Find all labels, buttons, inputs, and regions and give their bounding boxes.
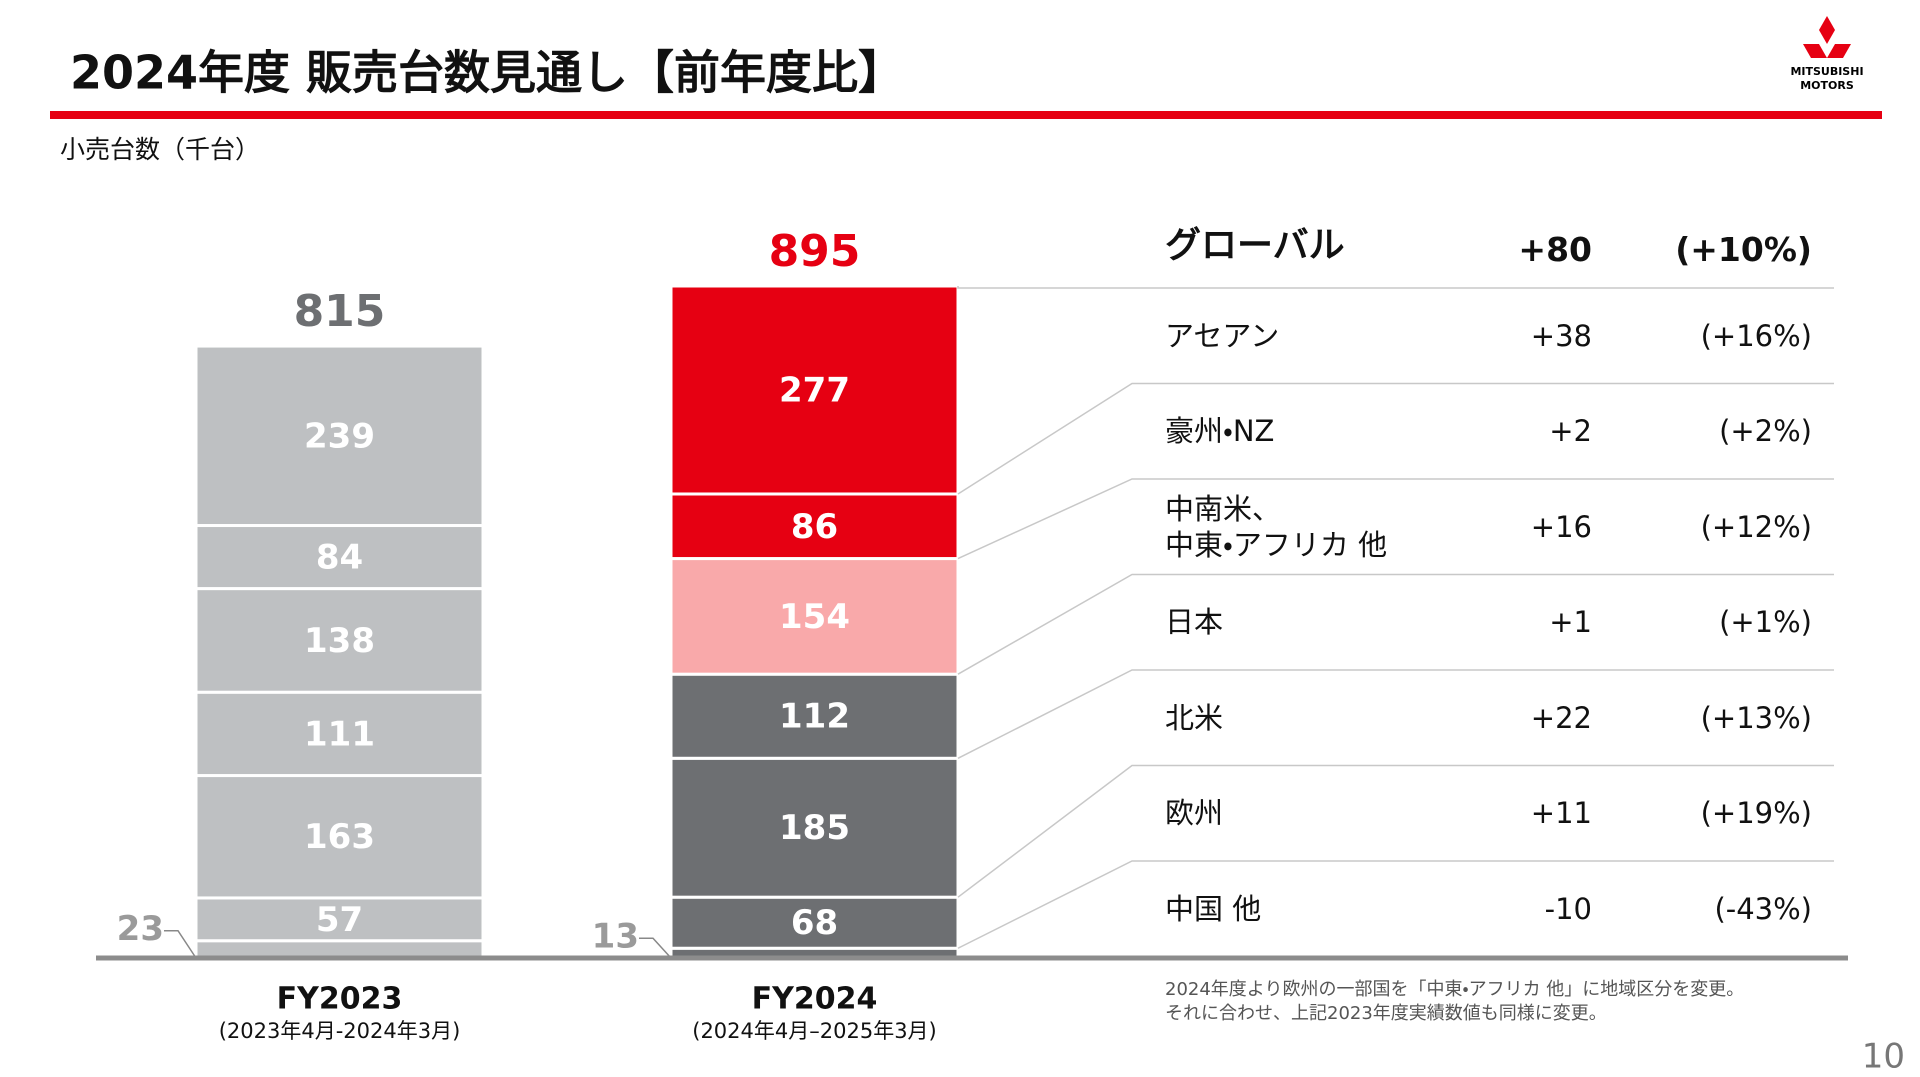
connector-line [957,382,1834,495]
table-header: (+10%) [1675,230,1812,269]
x-tick-sublabel: (2024年4月–2025年3月) [692,1019,937,1043]
total-label: 895 [769,226,861,277]
logo: MITSUBISHI MOTORS [1790,16,1864,92]
region-change-pct: (+19%) [1700,796,1812,831]
segment-label: 84 [316,538,363,578]
connector-line [957,286,1834,289]
x-tick-label: FY2023 [277,982,403,1017]
footnote: それに合わせ、上記2023年度実績数値も同様に変更。 [1165,1003,1607,1024]
segment-label: 138 [304,621,375,661]
bar-segment [194,774,485,900]
segment-label: 154 [779,597,850,637]
segment-label: 86 [791,507,838,547]
footnote: 2024年度より欧州の一部国を「中東・アフリカ 他」に地域区分を変更。 [1165,979,1744,1000]
region-name: 中南米、 中東・アフリカ 他 [1165,491,1388,562]
region-change: +38 [1530,318,1592,353]
page-number: 10 [1862,1037,1905,1077]
bar-segment [669,284,960,496]
segment-label: 112 [779,697,850,737]
bar-segment [669,672,960,760]
connector-line [957,478,1834,560]
region-change: +11 [1530,796,1592,831]
region-change: +1 [1549,605,1592,640]
region-name: 北米 [1165,700,1224,735]
region-change-pct: (+2%) [1719,414,1812,449]
region-change-pct: (-43%) [1714,891,1812,926]
region-change-pct: (+1%) [1719,605,1812,640]
slide-title: 2024年度 販売台数見通し【前年度比】 [70,46,904,100]
x-tick-label: FY2024 [752,982,878,1017]
x-tick-sublabel: (2023年4月-2024年3月) [219,1019,461,1043]
region-name: 中国 他 [1165,891,1262,926]
connector-line [957,764,1834,898]
region-change-pct: (+16%) [1700,318,1812,353]
logo-text: MOTORS [1800,79,1854,92]
region-change-pct: (+12%) [1700,509,1812,544]
region-name: アセアン [1165,318,1280,353]
y-axis-label: 小売台数（千台） [60,135,260,164]
segment-label: 111 [304,714,375,754]
connector-line [957,860,1834,949]
bar-segment [669,756,960,899]
region-change: +22 [1530,700,1592,735]
bar-segment [194,344,485,528]
region-change-pct: (+13%) [1700,700,1812,735]
region-change: +16 [1530,509,1592,544]
bar-segment [194,690,485,778]
segment-label: 57 [316,900,363,940]
region-change: -10 [1544,891,1592,926]
title-rule [50,111,1882,119]
bar-segment [194,939,485,960]
leader-line [164,929,197,959]
segment-label: 13 [592,917,639,957]
total-label: 815 [294,286,386,337]
region-name: 豪州・NZ [1165,414,1275,449]
segment-label: 68 [791,903,838,943]
logo-text: MITSUBISHI [1790,65,1863,78]
bar-segment [194,587,485,694]
bar-segment [669,557,960,676]
region-name: 欧州 [1165,796,1224,831]
table-header: グローバル [1165,225,1345,266]
leader-line [639,937,672,959]
segment-label: 277 [779,370,850,410]
connector-line [957,573,1834,675]
segment-label: 239 [304,416,375,456]
segment-label: 163 [304,817,375,857]
bar-segment [669,492,960,561]
bar-segment [194,896,485,943]
table-header: +80 [1518,230,1592,269]
segment-label: 23 [117,909,164,949]
segment-label: 185 [779,808,850,848]
region-name: 日本 [1165,605,1224,640]
region-change: +2 [1549,414,1592,449]
connector-line [957,669,1834,759]
